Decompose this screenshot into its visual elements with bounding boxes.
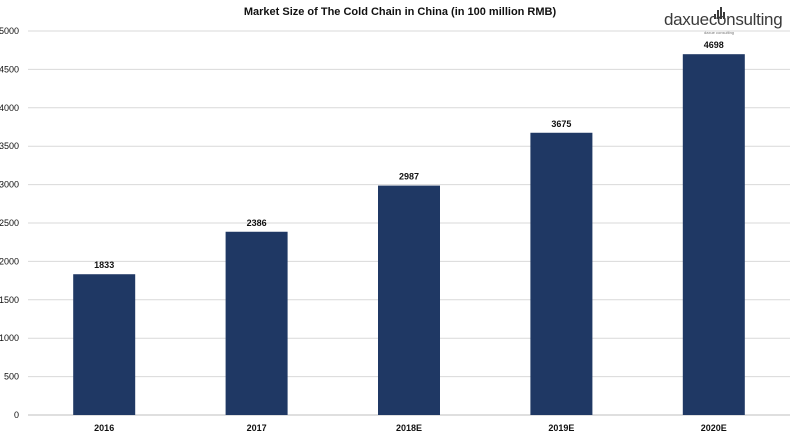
y-tick-label: 3500 bbox=[0, 141, 19, 151]
x-tick-label: 2020E bbox=[701, 423, 727, 433]
bar-2019E bbox=[530, 132, 593, 415]
logo-bars-icon bbox=[714, 1, 726, 19]
y-tick-label: 2000 bbox=[0, 256, 19, 266]
bar-2020E bbox=[682, 54, 745, 415]
bar-2018E bbox=[378, 185, 440, 415]
x-axis-ticks: 2016 2017 2018E 2019E 2020E bbox=[94, 423, 727, 433]
data-label: 2386 bbox=[247, 218, 267, 228]
logo-tagline: daxue consulting bbox=[704, 30, 735, 35]
chart-title: Market Size of The Cold Chain in China (… bbox=[244, 6, 557, 18]
bars bbox=[73, 54, 745, 415]
y-axis-ticks: 0 500 1000 1500 2000 2500 3000 3500 4000 4500 5000 bbox=[0, 26, 19, 420]
data-label: 2987 bbox=[399, 172, 419, 182]
x-tick-label: 2016 bbox=[94, 423, 114, 433]
data-label: 4698 bbox=[704, 40, 724, 50]
y-tick-label: 0 bbox=[14, 410, 19, 420]
x-tick-label: 2018E bbox=[396, 423, 422, 433]
data-label: 1833 bbox=[94, 260, 114, 270]
y-tick-label: 1000 bbox=[0, 333, 19, 343]
y-tick-label: 3000 bbox=[0, 180, 19, 190]
y-tick-label: 2500 bbox=[0, 218, 19, 228]
bar-2017 bbox=[225, 231, 288, 415]
bar-2016 bbox=[73, 274, 136, 415]
y-tick-label: 500 bbox=[4, 372, 19, 382]
data-label: 3675 bbox=[551, 119, 571, 129]
brand-logo: daxueconsulting daxue consulting bbox=[664, 0, 794, 36]
data-labels: 1833 2386 2987 3675 4698 bbox=[94, 40, 724, 270]
logo-wordmark: daxueconsulting bbox=[664, 10, 783, 29]
y-tick-label: 4000 bbox=[0, 103, 19, 113]
y-tick-label: 4500 bbox=[0, 64, 19, 74]
x-tick-label: 2017 bbox=[247, 423, 267, 433]
y-tick-label: 1500 bbox=[0, 295, 19, 305]
x-tick-label: 2019E bbox=[548, 423, 574, 433]
y-tick-label: 5000 bbox=[0, 26, 19, 36]
